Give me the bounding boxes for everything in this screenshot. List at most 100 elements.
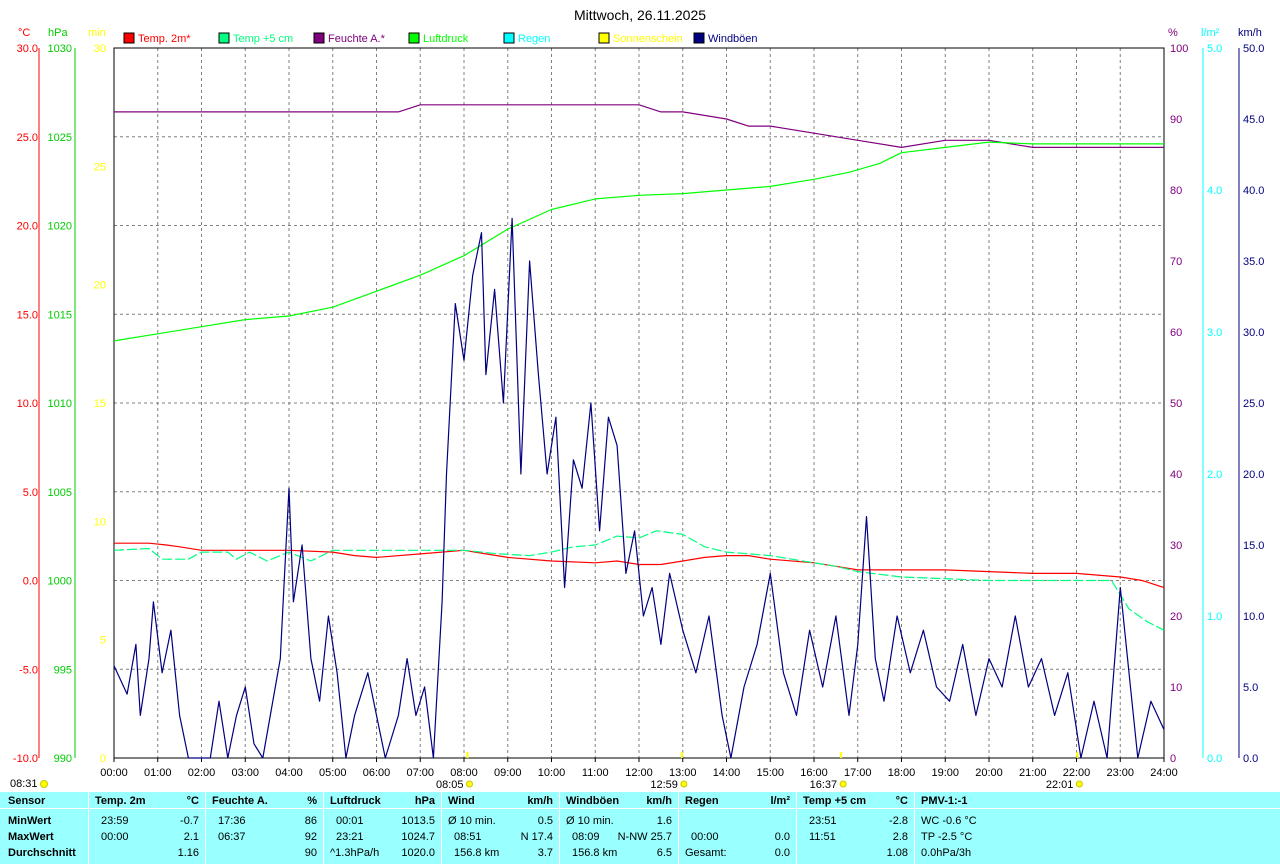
cell-time: ^1.3hPa/h xyxy=(330,847,380,859)
legend-swatch xyxy=(218,32,230,44)
cell-value: 1.16 xyxy=(177,847,199,859)
sun-marker-icon xyxy=(1075,780,1083,788)
table-header-label: Wind xyxy=(448,795,475,807)
table-header-label: Feuchte A. xyxy=(212,795,268,807)
cell-value: 1.6 xyxy=(656,815,672,827)
cell-value: N 17.4 xyxy=(520,831,553,843)
cell-time: 00:01 xyxy=(336,815,364,827)
table-col-divider xyxy=(323,792,324,864)
table-col-divider xyxy=(914,792,915,864)
x-axis-label: 12:00 xyxy=(625,767,653,779)
axis-tick-sunshine: 25 xyxy=(94,161,106,173)
axis-tick-rain: 0.0 xyxy=(1207,753,1222,765)
axis-tick-sunshine: 15 xyxy=(94,398,106,410)
row-label-avg: Durchschnitt xyxy=(8,847,76,859)
x-axis-label: 17:00 xyxy=(844,767,872,779)
weather-chart: Mittwoch, 26.11.2025 Temp. 2m* Temp +5 cm… xyxy=(10,7,1265,791)
axis-tick-humidity: 80 xyxy=(1170,185,1182,197)
axis-tick-rain: 1.0 xyxy=(1207,611,1222,623)
x-axis-label: 24:00 xyxy=(1150,767,1178,779)
sun-marker-time: 22:01 xyxy=(1046,779,1074,791)
axis-tick-temp: 10.0 xyxy=(17,398,38,410)
chart-legend: Temp. 2m* Temp +5 cm Feuchte A.* Luftdruck R… xyxy=(123,32,758,45)
cell-value: 0.0 xyxy=(774,847,790,859)
table-col-sensor: Sensor MinWert MaxWert Durchschnitt xyxy=(0,792,88,864)
cell-time: 06:37 xyxy=(218,831,246,843)
cell-time: 23:51 xyxy=(809,815,837,827)
x-axis-label: 19:00 xyxy=(931,767,959,779)
cell-time: Ø 10 min. xyxy=(566,815,614,827)
axis-tick-sunshine: 5 xyxy=(100,635,106,647)
legend-swatch xyxy=(598,32,610,44)
axis-tick-wind: 5.0 xyxy=(1243,682,1258,694)
cell-time: 23:59 xyxy=(101,815,129,827)
axis-unit-wind: km/h xyxy=(1238,27,1262,39)
x-axis-label: 07:00 xyxy=(406,767,434,779)
x-axis-label: 15:00 xyxy=(756,767,784,779)
axis-tick-wind: 10.0 xyxy=(1243,611,1264,623)
chart-title: Mittwoch, 26.11.2025 xyxy=(574,7,706,23)
table-col-humidity: Feuchte A. % 17:36 86 06:37 92 90 xyxy=(206,792,323,864)
axis-tick-wind: 25.0 xyxy=(1243,398,1264,410)
cell-value: TP -2.5 °C xyxy=(921,831,973,843)
table-col-divider xyxy=(88,792,89,864)
axis-tick-wind: 50.0 xyxy=(1243,43,1264,55)
legend-swatch xyxy=(408,32,420,44)
axis-tick-humidity: 50 xyxy=(1170,398,1182,410)
sun-icon xyxy=(40,780,48,788)
axis-tick-humidity: 60 xyxy=(1170,327,1182,339)
axis-tick-wind: 35.0 xyxy=(1243,256,1264,268)
sun-markers: 08:05 12:59 16:37 22:01 xyxy=(436,752,1083,791)
corner-time: 08:31 xyxy=(10,778,38,790)
axis-tick-humidity: 30 xyxy=(1170,540,1182,552)
legend-label: Luftdruck xyxy=(423,33,469,45)
x-axis-label: 03:00 xyxy=(231,767,259,779)
axis-tick-wind: 45.0 xyxy=(1243,114,1264,126)
cell-time: Gesamt: xyxy=(685,847,727,859)
x-axis-label: 04:00 xyxy=(275,767,303,779)
legend-swatch xyxy=(313,32,325,44)
axis-tick-wind: 40.0 xyxy=(1243,185,1264,197)
x-axis-label: 13:00 xyxy=(669,767,697,779)
x-axis: 00:00 01:00 02:00 03:00 04:00 05:00 06:00 07:00… xyxy=(100,758,1178,779)
axis-tick-pressure: 1020 xyxy=(48,221,72,233)
cell-value: 1013.5 xyxy=(401,815,435,827)
table-col-wind: Wind km/h Ø 10 min. 0.5 08:51 N 17.4 156… xyxy=(442,792,559,864)
table-col-gusts: Windböen km/h Ø 10 min. 1.6 08:09 N-NW 2… xyxy=(560,792,678,864)
table-header-label: PMV-1:-1 xyxy=(921,795,968,807)
sun-marker-icon xyxy=(839,780,847,788)
x-axis-label: 21:00 xyxy=(1019,767,1047,779)
table-col-divider xyxy=(559,792,560,864)
cell-value: 1024.7 xyxy=(401,831,435,843)
series-line-wind xyxy=(113,217,1165,759)
axis-unit-humidity: % xyxy=(1168,27,1178,39)
series-line-humidity xyxy=(114,104,1164,148)
axis-tick-wind: 0.0 xyxy=(1243,753,1258,765)
row-label-min: MinWert xyxy=(8,815,52,827)
table-header-label: Temp. 2m xyxy=(95,795,146,807)
x-axis-label: 20:00 xyxy=(975,767,1003,779)
axis-tick-rain: 2.0 xyxy=(1207,469,1222,481)
x-axis-label: 23:00 xyxy=(1106,767,1134,779)
axis-tick-pressure: 990 xyxy=(54,753,72,765)
table-header-unit: hPa xyxy=(414,795,435,807)
table-col-divider xyxy=(205,792,206,864)
x-axis-label: 18:00 xyxy=(888,767,916,779)
cell-time: 08:51 xyxy=(454,831,482,843)
cell-value: 92 xyxy=(304,831,317,843)
x-axis-label: 10:00 xyxy=(538,767,566,779)
cell-time: 17:36 xyxy=(218,815,246,827)
cell-time: 00:00 xyxy=(101,831,129,843)
table-header-label: Luftdruck xyxy=(330,795,381,807)
x-axis-label: 01:00 xyxy=(144,767,172,779)
cell-time: 156.8 km xyxy=(572,847,618,859)
cell-value: 3.7 xyxy=(537,847,553,859)
x-axis-label: 16:00 xyxy=(800,767,828,779)
cell-value: -2.8 xyxy=(889,815,908,827)
cell-time: 156.8 km xyxy=(454,847,500,859)
cell-time: Ø 10 min. xyxy=(448,815,496,827)
axis-unit-temp: °C xyxy=(18,27,30,39)
axis-tick-humidity: 90 xyxy=(1170,114,1182,126)
x-axis-label: 00:00 xyxy=(100,767,128,779)
table-header-label: Regen xyxy=(685,795,719,807)
